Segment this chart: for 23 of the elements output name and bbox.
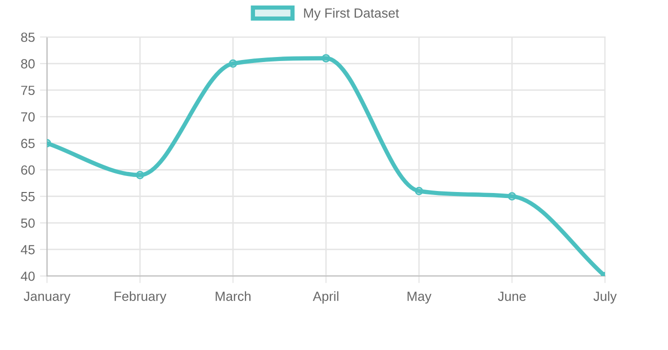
- legend-label: My First Dataset: [304, 8, 399, 20]
- y-tick-label: 55: [21, 192, 35, 202]
- x-tick-label: March: [216, 291, 250, 301]
- point: [136, 170, 144, 180]
- y-tick-label: 80: [21, 59, 35, 68]
- y-tick-label: 50: [21, 218, 35, 228]
- x-tick-label: April: [312, 291, 338, 304]
- x-tick-label: June: [498, 292, 526, 301]
- point: [508, 192, 516, 200]
- y-tick-label: 40: [20, 272, 35, 281]
- y-tick-label: 60: [21, 165, 35, 175]
- x-tick-label: February: [114, 291, 166, 304]
- point: [414, 186, 424, 196]
- y-tick-label: 45: [20, 245, 35, 254]
- y-tick-label: 70: [21, 112, 35, 122]
- y-tick-label: 65: [21, 138, 35, 148]
- x-tick-label: May: [408, 292, 432, 304]
- x-tick-label: July: [593, 291, 617, 304]
- x-tick-label: January: [24, 292, 70, 304]
- point: [322, 54, 330, 62]
- y-tick-label: 75: [21, 86, 35, 96]
- y-tick-label: 85: [21, 32, 35, 42]
- point: [228, 59, 238, 68]
